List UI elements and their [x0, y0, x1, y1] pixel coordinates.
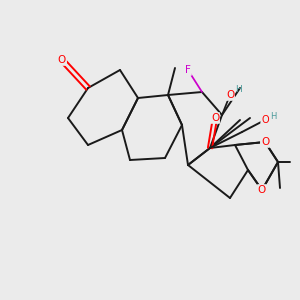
Text: O: O [226, 90, 234, 100]
Text: H: H [235, 85, 242, 94]
Text: O: O [258, 185, 266, 195]
Text: O: O [261, 115, 269, 125]
Text: F: F [185, 65, 191, 75]
Text: O: O [58, 55, 66, 65]
Text: O: O [261, 137, 269, 147]
Text: H: H [270, 112, 277, 121]
Text: O: O [211, 113, 219, 123]
